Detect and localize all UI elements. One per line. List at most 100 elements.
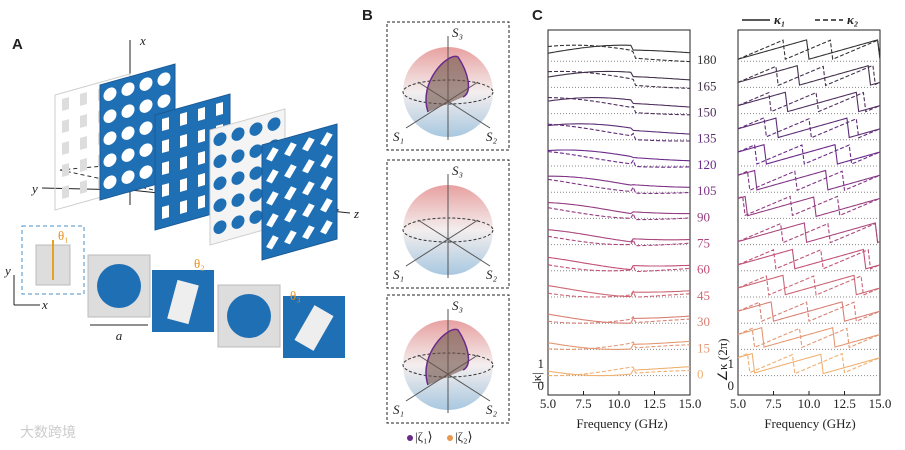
curve [737,64,881,87]
x-tick-label: 12.5 [643,396,666,411]
hole [103,87,117,101]
curve [737,170,881,191]
slot [80,158,87,172]
angle-label: 75 [697,235,710,250]
slot [180,134,187,148]
curve [737,352,881,375]
floor [59,164,341,219]
axis-label: S₃ [452,25,463,40]
hole [139,77,153,91]
angle-label: 120 [697,157,717,172]
hole [267,117,281,131]
slot [162,139,169,154]
curve [737,222,881,244]
slot [198,106,205,121]
slot [320,154,333,169]
legend-entry: |ζ₂⟩ [455,429,473,444]
sphere-box [386,294,510,424]
curve [547,97,691,108]
curve [737,275,881,296]
curve [547,366,690,377]
slot [162,205,169,220]
unit-box [21,225,85,295]
slot [302,225,315,240]
curve [547,70,690,89]
hole [121,148,135,162]
sphere-box [386,21,510,151]
curve [737,144,881,165]
slot [167,279,199,325]
slot [320,220,333,235]
slot [62,119,69,134]
plate [261,123,338,261]
legend-entry: |ζ₁⟩ [415,429,433,444]
hole [103,131,117,145]
hole [139,99,153,113]
slot [62,97,69,112]
axis-label: S₁ [393,402,404,417]
slot [284,230,297,245]
slot [162,161,169,176]
angle: θ₃ [290,288,301,303]
hole [103,109,117,123]
x-tick-label: 5.0 [730,396,746,411]
slot [284,186,297,201]
curve [737,144,881,165]
trajectory [425,55,470,113]
hole [231,215,245,229]
hole [231,127,245,141]
x-label: Frequency (GHz) [764,416,855,431]
curve [547,285,691,298]
axis-label: z [353,206,359,221]
y-label: ∠κ (2π) [715,338,730,381]
legend-entry: κ₁ [774,12,785,27]
curve [547,313,691,324]
hole [121,170,135,184]
curve [547,256,691,271]
x-tick-label: 5.0 [540,396,556,411]
slot [266,213,279,228]
hole [213,220,227,234]
x-label: Frequency (GHz) [576,416,667,431]
panel-a: x y z θ₁ a θ₂ θ₃ y x [3,33,359,358]
curve [547,149,691,162]
y-tick-label: 1 [728,356,735,371]
curve [547,235,691,247]
slot [320,132,333,147]
slot [62,141,69,156]
axis-label: x [41,297,48,312]
angle-label: 15 [697,340,710,355]
axis-label: S₂ [486,402,498,417]
hole [213,176,227,190]
slot [302,203,315,218]
curve [547,207,691,221]
panel-label: B [362,7,373,24]
hole [231,171,245,185]
slot [80,136,87,150]
curve [737,91,881,113]
hole [139,143,153,157]
curve [737,274,881,296]
curve [737,248,881,270]
hole [157,72,171,86]
hole [121,104,135,118]
slot [80,114,87,128]
axis [405,219,479,267]
hole [121,82,135,96]
x-tick-label: 10.0 [608,396,631,411]
curve [737,352,881,375]
curve [737,91,881,113]
curve [547,202,690,215]
hole [227,294,271,338]
curve [737,39,881,60]
slot [80,180,87,194]
hole [103,153,117,167]
axis-label: y [30,181,38,196]
angle-label: 0 [697,366,704,381]
period: a [116,328,123,343]
angle-label: 90 [697,209,710,224]
curve [737,169,881,191]
slot [216,101,223,116]
slot [198,172,205,187]
axis-label: S₁ [393,267,404,282]
